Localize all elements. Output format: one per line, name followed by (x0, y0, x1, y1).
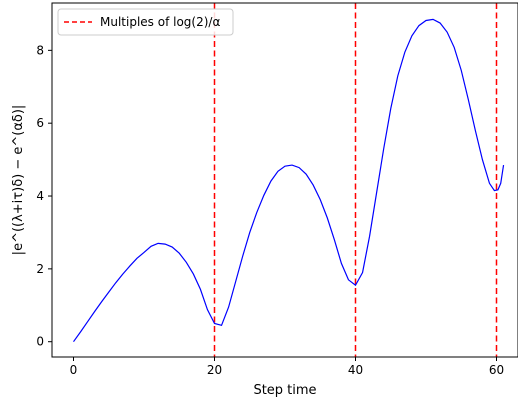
y-tick-label: 8 (36, 43, 44, 57)
x-tick-label: 40 (348, 363, 363, 377)
legend: Multiples of log(2)/α (57, 8, 234, 36)
legend-label: Multiples of log(2)/α (100, 15, 220, 29)
plot-background (52, 3, 518, 357)
x-tick-label: 60 (489, 363, 504, 377)
x-tick-label: 0 (70, 363, 78, 377)
x-axis-ticks: 0 20 40 60 (70, 357, 504, 377)
y-tick-label: 6 (36, 116, 44, 130)
series-line-0 (73, 18, 505, 343)
y-tick-label: 2 (36, 262, 44, 276)
legend-box (57, 8, 234, 36)
x-axis-label: Step time (253, 383, 316, 398)
vertical-lines (213, 3, 498, 357)
y-axis-ticks: 0 2 4 6 8 (36, 43, 52, 349)
y-tick-label: 0 (36, 335, 44, 349)
plot-frame (51, 2, 518, 358)
x-tick-label: 20 (207, 363, 222, 377)
y-axis-label: |e^((λ+iτ)δ) − e^(αδ)| (11, 105, 26, 256)
y-tick-label: 4 (36, 189, 44, 203)
series-lines (73, 18, 505, 343)
